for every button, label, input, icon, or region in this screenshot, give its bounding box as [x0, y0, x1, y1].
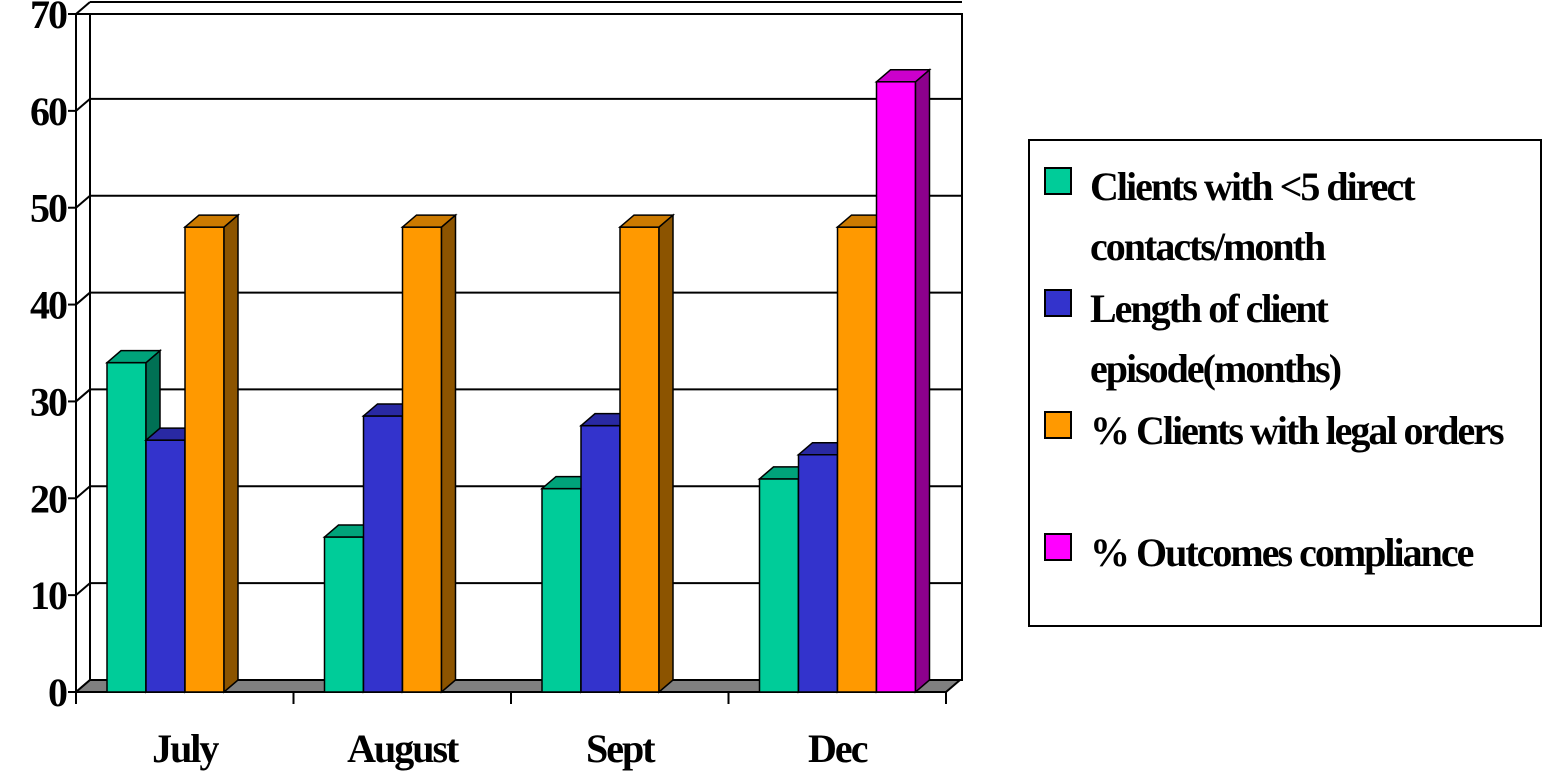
bar-top — [104, 349, 163, 364]
bar — [874, 68, 932, 694]
y-tick-label: 20 — [30, 476, 67, 521]
legend-label: % Clients with legal orders — [1090, 408, 1505, 453]
x-tick-label: August — [347, 726, 460, 771]
legend: Clients with <5 direct contacts/month Le… — [1028, 139, 1542, 627]
bar-front — [758, 478, 800, 693]
y-tick-label: 30 — [30, 379, 67, 424]
bar-front — [401, 226, 443, 693]
bar-top — [182, 214, 241, 228]
bar-front — [184, 226, 225, 693]
legend-label: % Outcomes compliance — [1090, 530, 1474, 575]
y-tick-label: 0 — [48, 670, 67, 715]
bar-front — [580, 424, 621, 693]
bar-front — [145, 439, 186, 693]
bar-front — [875, 81, 917, 693]
legend-swatch — [1044, 411, 1072, 439]
bar-side — [440, 213, 457, 694]
legend-label: Clients with <5 direct contacts/month — [1090, 164, 1416, 269]
bar-front — [619, 226, 660, 693]
bar — [400, 213, 458, 694]
y-tick-label: 60 — [30, 89, 67, 134]
gridline-side — [75, 1, 91, 15]
x-tick-label: Dec — [808, 726, 868, 771]
bar-front — [836, 226, 878, 693]
legend-swatch — [1044, 533, 1072, 561]
y-tick-label: 50 — [30, 186, 67, 231]
y-tick-label: 40 — [30, 283, 67, 328]
y-tick-label: 10 — [30, 573, 67, 618]
gridline-side — [75, 582, 91, 596]
bar-front — [106, 361, 147, 693]
gridline-side — [75, 98, 91, 112]
bar-side — [658, 213, 674, 694]
bar — [617, 213, 676, 694]
gridline-side — [75, 388, 91, 403]
bar-front — [797, 453, 839, 693]
gridline-side — [75, 194, 91, 209]
bar-front — [323, 536, 365, 693]
x-tick-labels: July August Sept Dec — [152, 726, 870, 771]
x-tick-label: July — [152, 726, 219, 771]
legend-label: Length of client episode(months) — [1090, 286, 1342, 391]
y-tick-labels: 0 10 20 30 40 50 60 70 — [30, 0, 69, 715]
bar — [182, 213, 241, 694]
bar — [104, 349, 163, 694]
bar-front — [362, 415, 404, 693]
x-tick-label: Sept — [586, 726, 656, 771]
bar-top — [400, 214, 458, 228]
bar-side — [223, 213, 239, 694]
gridline-side — [75, 485, 91, 500]
bar-side — [914, 68, 931, 694]
legend-swatch — [1044, 167, 1072, 195]
legend-swatch — [1044, 289, 1072, 317]
gridline-side — [75, 291, 91, 306]
bars — [104, 68, 932, 694]
bar-top — [874, 69, 932, 83]
bar-top — [617, 214, 676, 228]
bar-front — [541, 487, 582, 693]
y-tick-label: 70 — [30, 0, 67, 37]
